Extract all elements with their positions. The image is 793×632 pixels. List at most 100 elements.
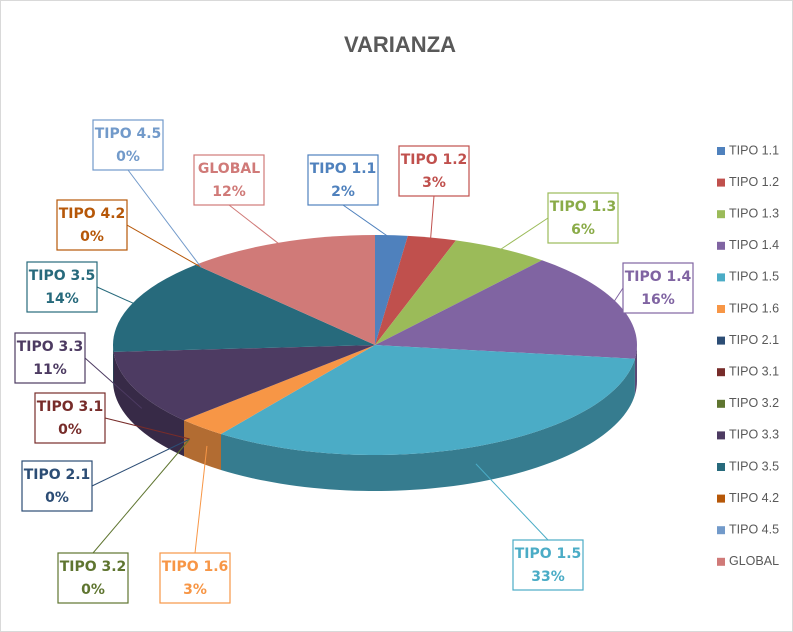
- data-label-box: [398, 145, 470, 197]
- pie-slice: [184, 345, 375, 434]
- data-label-value: 6%: [571, 222, 595, 238]
- data-label-box: [193, 154, 265, 206]
- pie-slice: [113, 264, 375, 352]
- legend-swatch: [717, 305, 725, 313]
- data-label-value: 0%: [81, 582, 105, 598]
- legend-swatch: [717, 147, 725, 155]
- leader-line: [84, 357, 143, 409]
- data-label-value: 16%: [641, 292, 675, 308]
- pie-slice: [375, 260, 638, 359]
- leader-line: [194, 445, 208, 554]
- data-label-box: [307, 154, 379, 206]
- legend-label: TIPO 1.1: [729, 143, 779, 157]
- legend-label: TIPO 3.3: [729, 428, 779, 442]
- data-label-name: TIPO 3.3: [17, 339, 84, 355]
- legend-swatch: [717, 431, 725, 440]
- data-label-box: [21, 460, 93, 512]
- legend-swatch: [717, 336, 725, 345]
- data-label-value: 0%: [58, 422, 82, 438]
- data-label-box: [14, 332, 86, 384]
- legend-label: GLOBAL: [729, 554, 779, 568]
- legend-label: TIPO 1.5: [729, 270, 779, 284]
- leader-line: [228, 204, 282, 247]
- leader-line: [475, 463, 549, 541]
- data-label-name: TIPO 1.3: [550, 199, 617, 215]
- legend-label: TIPO 3.2: [729, 396, 779, 410]
- legend-swatch: [717, 463, 725, 471]
- pie-slice: [195, 264, 375, 345]
- legend-label: TIPO 3.1: [729, 364, 779, 378]
- data-label-name: GLOBAL: [198, 161, 260, 177]
- pie-slice-side: [113, 345, 114, 388]
- legend-label: TIPO 3.5: [729, 459, 779, 473]
- data-label-name: TIPO 3.1: [37, 399, 104, 415]
- leader-line: [126, 224, 202, 268]
- legend-swatch: [717, 178, 725, 187]
- legend-swatch: [717, 526, 725, 535]
- data-label-name: TIPO 1.5: [515, 546, 582, 562]
- pie-slice: [113, 345, 375, 421]
- data-label-box: [92, 119, 164, 171]
- data-label-name: TIPO 4.2: [59, 206, 126, 222]
- leader-line: [91, 438, 190, 487]
- legend-swatch: [717, 368, 725, 377]
- pie-slice: [375, 235, 456, 345]
- data-label-value: 11%: [33, 362, 67, 378]
- data-label-box: [26, 261, 98, 313]
- pie-slice: [375, 235, 408, 345]
- data-label-value: 2%: [331, 184, 355, 200]
- pie-slice-side: [184, 420, 222, 470]
- data-label-value: 12%: [212, 184, 246, 200]
- data-label-value: 0%: [116, 149, 140, 165]
- data-label-name: TIPO 1.4: [625, 269, 692, 285]
- data-label-value: 3%: [422, 175, 446, 191]
- data-label-value: 33%: [531, 569, 565, 585]
- leader-line: [497, 217, 549, 252]
- legend-swatch: [717, 210, 725, 219]
- leader-line: [342, 204, 392, 239]
- data-label-box: [159, 552, 231, 604]
- legend-label: TIPO 1.6: [729, 301, 779, 315]
- leader-line: [429, 195, 435, 241]
- data-label-name: TIPO 4.5: [95, 126, 162, 142]
- data-label-box: [547, 192, 619, 244]
- data-label-box: [57, 552, 129, 604]
- leader-line: [92, 438, 191, 554]
- data-label-box: [512, 539, 584, 591]
- data-label-box: [622, 262, 694, 314]
- pie-slice: [195, 235, 375, 345]
- pie-slice-side: [221, 358, 635, 492]
- leader-line: [104, 417, 190, 440]
- legend-label: TIPO 4.2: [729, 491, 779, 505]
- data-label-name: TIPO 1.6: [162, 559, 229, 575]
- leader-line: [127, 169, 202, 268]
- data-label-name: TIPO 3.2: [60, 559, 127, 575]
- legend-label: TIPO 1.2: [729, 175, 779, 189]
- pie-slice: [221, 345, 635, 455]
- legend-swatch: [717, 494, 725, 503]
- data-label-name: TIPO 1.1: [310, 161, 377, 177]
- data-label-box: [56, 199, 128, 251]
- legend-label: TIPO 1.3: [729, 206, 779, 220]
- legend-label: TIPO 2.1: [729, 333, 779, 347]
- chart-title: VARIANZA: [344, 32, 456, 57]
- data-label-box: [34, 392, 106, 444]
- data-label-value: 3%: [183, 582, 207, 598]
- data-label-value: 0%: [80, 229, 104, 245]
- pie-slice-side: [634, 345, 637, 395]
- legend-swatch: [717, 399, 725, 408]
- pie-slice-side: [113, 351, 185, 457]
- data-label-value: 0%: [45, 490, 69, 506]
- leader-line: [96, 286, 139, 307]
- legend-label: TIPO 4.5: [729, 522, 779, 536]
- legend-swatch: [717, 273, 725, 282]
- leader-line: [610, 287, 624, 306]
- pie-slice: [375, 240, 543, 345]
- legend-label: TIPO 1.4: [729, 238, 779, 252]
- data-label-name: TIPO 1.2: [401, 152, 468, 168]
- data-label-name: TIPO 2.1: [24, 467, 91, 483]
- data-label-value: 14%: [45, 291, 79, 307]
- legend-swatch: [717, 241, 725, 250]
- data-label-name: TIPO 3.5: [29, 268, 96, 284]
